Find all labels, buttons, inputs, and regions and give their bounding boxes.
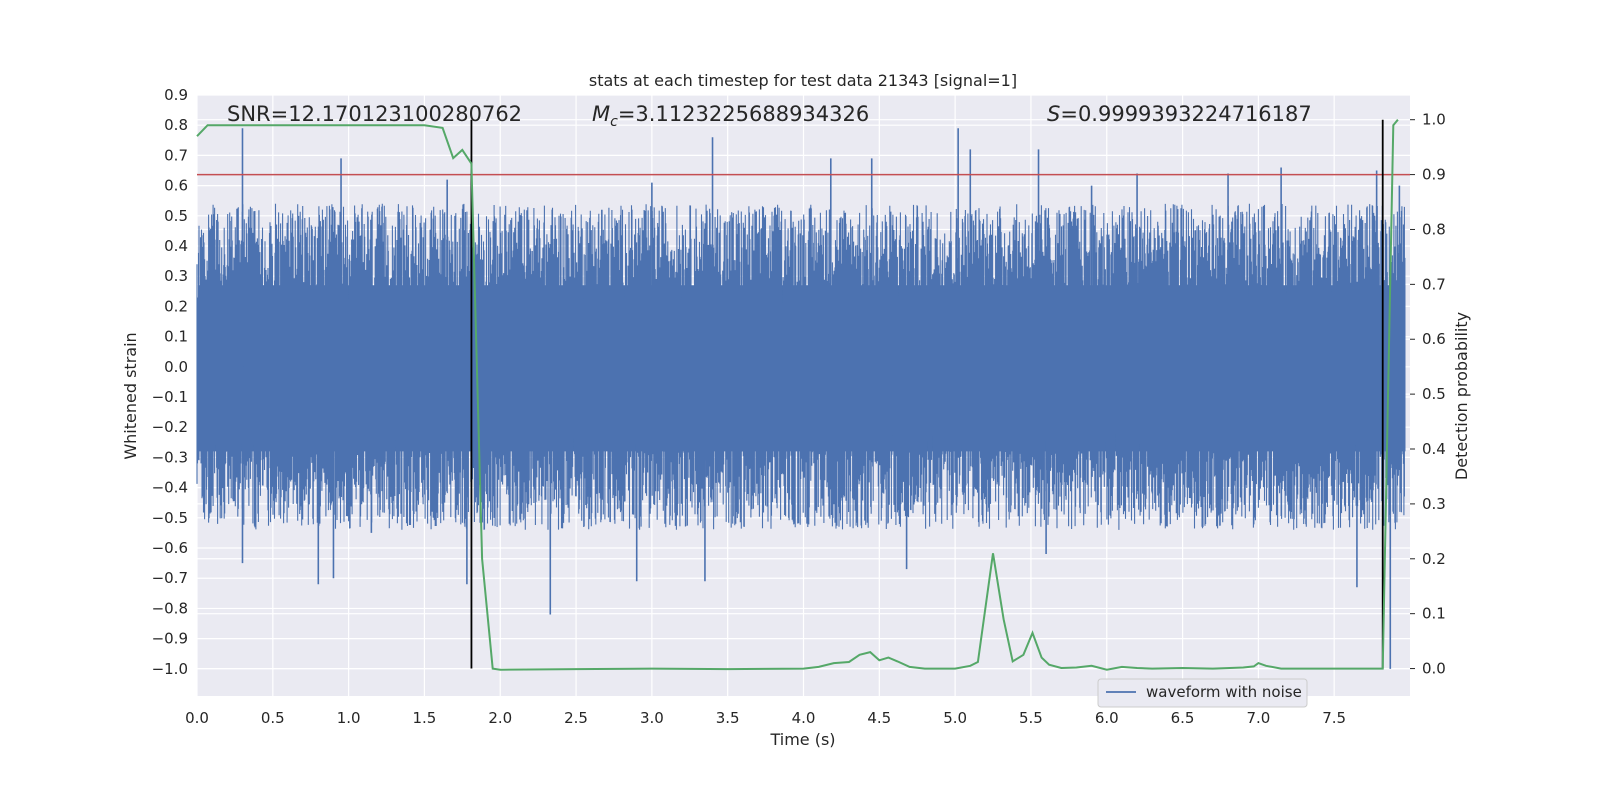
x-tick-label: 4.5 (867, 709, 891, 727)
x-tick-label: 6.5 (1171, 709, 1195, 727)
x-tick-label: 5.5 (1019, 709, 1043, 727)
y-tick-label: −0.9 (152, 630, 188, 648)
legend-box (1097, 678, 1308, 708)
tick-labels: 0.0 0.5 1.0 1.5 2.0 2.5 3.0 3.5 4.0 4.5 5.0 5.5 6.0 6… (152, 86, 1446, 727)
y-tick-label: 0.3 (164, 267, 188, 285)
y-tick-label: 0.0 (164, 358, 188, 376)
y-tick-label: −0.1 (152, 388, 188, 406)
x-tick-label: 5.0 (943, 709, 967, 727)
score-symbol: S (1047, 102, 1060, 126)
y-right-tick-label: 0.3 (1422, 495, 1446, 513)
y-right-tick-label: 0.6 (1422, 330, 1446, 348)
y-tick-label: 0.6 (164, 177, 188, 195)
y-tick-label: 0.1 (164, 328, 188, 346)
y-right-tick-label: 0.2 (1422, 550, 1446, 568)
x-tick-label: 7.0 (1246, 709, 1270, 727)
chirp-mass-subscript: c (610, 114, 618, 130)
y-right-tick-label: 0.4 (1422, 440, 1446, 458)
y-right-tick-label: 0.9 (1422, 166, 1446, 184)
y-tick-label: −1.0 (152, 660, 188, 678)
x-tick-label: 1.5 (413, 709, 437, 727)
x-tick-label: 2.5 (564, 709, 588, 727)
y-right-tick-label: 0.5 (1422, 385, 1446, 403)
y-tick-label: −0.8 (152, 599, 188, 617)
y-right-tick-label: 1.0 (1422, 111, 1446, 129)
y-tick-label: 0.8 (164, 116, 188, 134)
y-axis-label: Whitened strain (121, 332, 140, 459)
x-tick-label: 6.0 (1095, 709, 1119, 727)
y-tick-label: −0.2 (152, 418, 188, 436)
probability-series (196, 119, 1410, 671)
x-tick-label: 2.0 (488, 709, 512, 727)
score-value: =0.9999393224716187 (1060, 102, 1311, 126)
y-right-tick-label: 0.1 (1422, 605, 1446, 623)
y-tick-label: −0.7 (152, 569, 188, 587)
y-axis-right-label: Detection probability (1452, 312, 1471, 480)
y-right-tick-label: 0.0 (1422, 660, 1446, 678)
snr-annotation: SNR=12.170123100280762 (227, 102, 522, 126)
x-tick-label: 1.0 (337, 709, 361, 727)
x-tick-label: 3.5 (716, 709, 740, 727)
chirp-mass-annotation: Mc=3.1123225688934326 (592, 102, 869, 130)
y-tick-label: 0.5 (164, 207, 188, 225)
strain-series (196, 128, 1406, 669)
y-tick-label: −0.4 (152, 479, 188, 497)
probability-line (196, 119, 1399, 671)
chirp-mass-value: =3.1123225688934326 (618, 102, 869, 126)
legend: waveform with noise (1097, 678, 1308, 708)
x-tick-label: 0.5 (261, 709, 285, 727)
y-tick-label: 0.4 (164, 237, 188, 255)
y-right-tick-label: 0.7 (1422, 275, 1446, 293)
chirp-mass-symbol: M (592, 102, 610, 126)
x-axis-label: Time (s) (769, 730, 835, 749)
y-tick-label: −0.3 (152, 448, 188, 466)
y-tick-label: 0.7 (164, 146, 188, 164)
score-annotation: S=0.9999393224716187 (1047, 102, 1312, 126)
y-tick-label: −0.5 (152, 509, 188, 527)
chart-title: stats at each timestep for test data 213… (589, 71, 1017, 90)
legend-label: waveform with noise (1146, 683, 1302, 701)
y-tick-label: −0.6 (152, 539, 188, 557)
y-tick-label: 0.9 (164, 86, 188, 104)
x-tick-label: 7.5 (1322, 709, 1346, 727)
x-tick-label: 4.0 (792, 709, 816, 727)
x-tick-label: 0.0 (185, 709, 209, 727)
y-tick-label: 0.2 (164, 297, 188, 315)
x-tick-label: 3.0 (640, 709, 664, 727)
y-right-tick-label: 0.8 (1422, 220, 1446, 238)
